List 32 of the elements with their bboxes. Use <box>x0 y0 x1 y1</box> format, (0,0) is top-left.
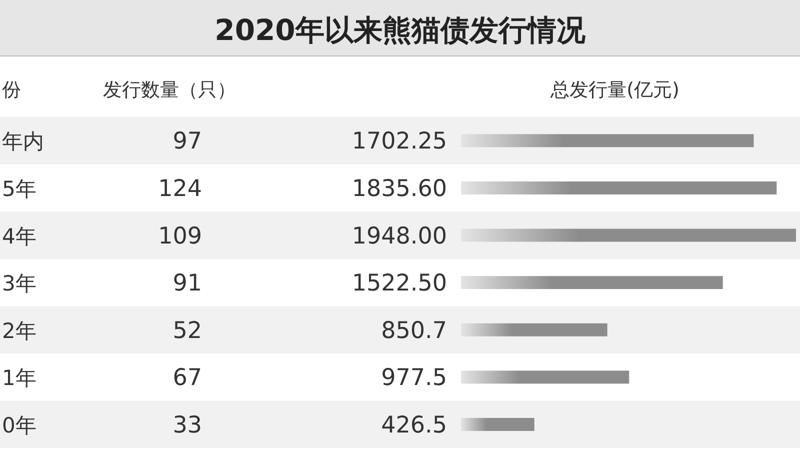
data-label: 1948.00 <box>352 223 447 250</box>
y-tick-label: 4年 <box>2 224 36 248</box>
data-label: 1702.25 <box>352 128 447 155</box>
text: 97 <box>172 128 202 155</box>
y-tick-label: 5年 <box>2 176 36 201</box>
chart-title: 2020年以来熊猫债发行情况 <box>214 13 586 47</box>
data-label: 1835.60 <box>352 176 447 202</box>
x-axis-title: 总发行量(亿元) <box>550 79 680 101</box>
text: 发行数量（只） <box>103 79 236 101</box>
y-tick-label: 0年 <box>2 413 36 438</box>
data-label: 426.5 <box>381 412 447 438</box>
y-tick-label: 2年 <box>2 318 36 343</box>
data-label: 850.7 <box>381 318 447 344</box>
bar <box>461 276 723 290</box>
text: 91 <box>172 270 202 297</box>
bar <box>461 418 534 431</box>
bar <box>461 370 630 384</box>
bar <box>461 134 754 148</box>
data-label: 977.5 <box>381 365 447 392</box>
text: 109 <box>158 223 202 250</box>
bar <box>461 181 777 194</box>
data-label: 1522.50 <box>352 270 447 297</box>
y-tick-label: 3年 <box>2 272 36 296</box>
bar <box>461 228 796 242</box>
text: 52 <box>172 318 202 344</box>
y-axis-title: 份 <box>2 79 21 101</box>
y-tick-label: 年内 <box>2 130 44 154</box>
text: 33 <box>172 412 202 438</box>
text: 67 <box>172 365 202 392</box>
bar <box>461 323 608 336</box>
y-tick-label: 1年 <box>2 366 36 390</box>
text: 124 <box>158 176 202 202</box>
